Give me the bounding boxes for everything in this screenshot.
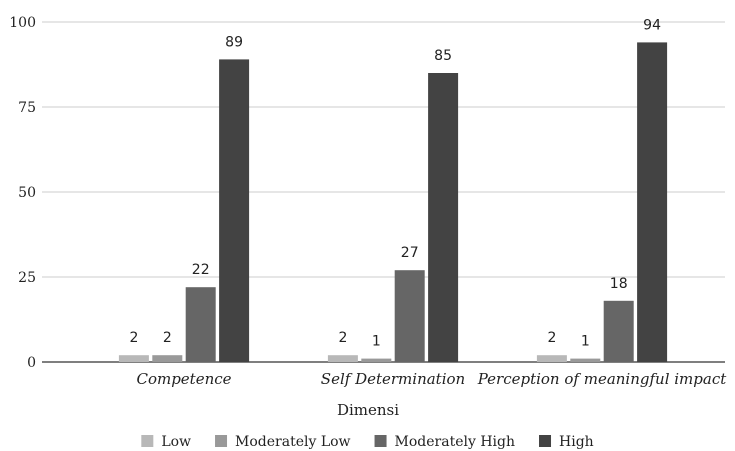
legend-label: High <box>559 434 594 450</box>
x-tick-label: Competence <box>136 370 231 388</box>
bar <box>428 73 459 362</box>
data-label: 27 <box>401 245 419 261</box>
legend-item: Moderately High <box>374 434 515 450</box>
bar <box>118 355 149 362</box>
bar <box>219 59 250 363</box>
data-label: 22 <box>192 262 210 278</box>
x-tick-label: Perception of meaningful impact <box>477 370 727 388</box>
legend: Low Moderately Low Moderately High High <box>141 434 594 450</box>
bars <box>118 42 668 363</box>
y-tick-label: 0 <box>27 355 36 371</box>
data-label: 1 <box>581 334 590 350</box>
data-label: 18 <box>610 276 628 292</box>
y-tick-label: 75 <box>18 100 36 116</box>
data-label: 2 <box>338 330 347 346</box>
y-tick-label: 50 <box>18 185 36 201</box>
bar <box>361 358 392 362</box>
bar <box>327 355 358 362</box>
data-label: 2 <box>163 330 172 346</box>
y-tick-label: 25 <box>18 270 36 286</box>
bar <box>603 300 634 362</box>
legend-item: High <box>539 434 594 450</box>
legend-label: Low <box>161 434 191 450</box>
bar <box>637 42 668 363</box>
x-axis-tick-labels: Competence Self Determination Perception o… <box>136 370 727 388</box>
legend-swatch <box>374 435 387 447</box>
x-axis-title: Dimensi <box>337 401 399 419</box>
data-label: 85 <box>434 48 452 64</box>
legend-item: Moderately Low <box>215 434 351 450</box>
legend-item: Low <box>141 434 191 450</box>
data-label: 2 <box>547 330 556 346</box>
data-label: 89 <box>225 34 243 50</box>
bar <box>185 287 216 362</box>
bar <box>394 270 425 362</box>
data-label: 1 <box>372 334 381 350</box>
data-label: 94 <box>643 17 661 33</box>
legend-swatch <box>141 435 154 447</box>
data-label: 2 <box>129 330 138 346</box>
bar <box>570 358 601 362</box>
y-axis-ticks: 0 25 50 75 100 <box>9 15 36 371</box>
legend-label: Moderately Low <box>235 434 351 450</box>
bar <box>536 355 567 362</box>
legend-label: Moderately High <box>395 434 515 450</box>
x-tick-label: Self Determination <box>321 370 465 388</box>
legend-swatch <box>539 435 552 447</box>
bar <box>152 355 183 362</box>
legend-swatch <box>215 435 228 447</box>
y-tick-label: 100 <box>9 15 36 31</box>
